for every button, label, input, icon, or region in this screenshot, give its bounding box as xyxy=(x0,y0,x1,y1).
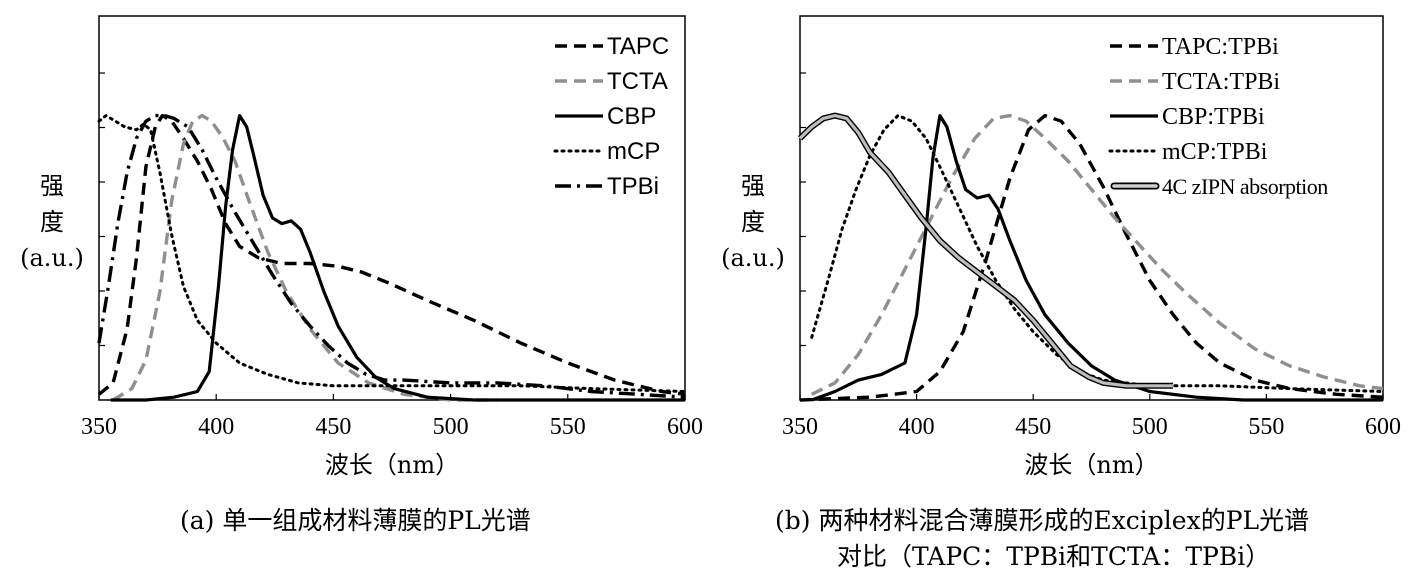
x-tick-label: 450 xyxy=(1015,414,1051,440)
x-tick-label: 450 xyxy=(315,414,351,440)
figure-caption-line: 对比（TAPC：TPBi和TCTA：TPBi） xyxy=(837,542,1270,571)
legend-label: CBP:TPBi xyxy=(1162,104,1265,130)
panel-a: 350 400 450 500 550 600 TAPC TCTA CBP mCP TPBi 强度 (a… xyxy=(20,15,703,535)
x-axis-label: 波长（nm） xyxy=(1024,451,1158,479)
series-line-tcta xyxy=(112,113,498,402)
x-tick-label: 550 xyxy=(550,414,586,440)
y-axis-label-1: 强 xyxy=(40,172,64,200)
x-tick-label: 600 xyxy=(667,414,703,440)
series-line-mcp xyxy=(97,114,687,393)
y-axis-label-3: (a.u.) xyxy=(721,244,785,272)
series-line-cbp-tpbi xyxy=(811,114,1383,402)
x-tick-label: 350 xyxy=(81,414,117,440)
series-line-tpbi xyxy=(97,113,686,399)
y-axis-label-1: 强 xyxy=(741,172,765,200)
series-line-tcta-tpbi xyxy=(810,113,1384,396)
panel-b: 350 400 450 500 550 600 TAPC:TPBi TCTA:TPBi CBP:… xyxy=(721,15,1401,571)
legend-label: mCP xyxy=(607,138,660,165)
legend-label: TAPC xyxy=(607,33,669,60)
legend-label: 4C zIPN absorption xyxy=(1162,174,1328,199)
figure-caption: (a) 单一组成材料薄膜的PL光谱 xyxy=(180,506,531,535)
legend-label: TCTA:TPBi xyxy=(1162,69,1280,95)
legend-label: mCP:TPBi xyxy=(1162,139,1268,165)
x-tick-label: 500 xyxy=(433,414,469,440)
y-axis-label-2: 度 xyxy=(40,208,64,236)
plot-frame-a xyxy=(98,15,686,401)
figure-caption-line: (b) 两种材料混合薄膜形成的Exciplex的PL光谱 xyxy=(775,506,1309,535)
legend-label: TCTA xyxy=(607,68,668,95)
legend-label: TAPC:TPBi xyxy=(1162,34,1279,60)
x-tick-label: 400 xyxy=(198,414,234,440)
x-axis-label: 波长（nm） xyxy=(325,451,459,479)
x-tick-label: 500 xyxy=(1132,414,1168,440)
series-line-tapc xyxy=(97,113,686,396)
legend-label: CBP xyxy=(607,103,656,130)
series-line-tapc-tpbi xyxy=(799,113,1384,402)
x-tick-label: 600 xyxy=(1365,414,1401,440)
legend-label: TPBi xyxy=(607,173,659,200)
y-axis-label-2: 度 xyxy=(741,208,765,236)
series-line-4c-zipn-absorption xyxy=(798,114,1174,388)
series-line-outline xyxy=(797,112,1174,389)
x-tick-label: 550 xyxy=(1248,414,1284,440)
x-tick-label: 350 xyxy=(782,414,818,440)
series-line-mcp-tpbi xyxy=(810,114,1385,393)
plot-frame-b xyxy=(799,15,1384,401)
y-axis-label-3: (a.u.) xyxy=(20,244,84,272)
x-tick-label: 400 xyxy=(899,414,935,440)
